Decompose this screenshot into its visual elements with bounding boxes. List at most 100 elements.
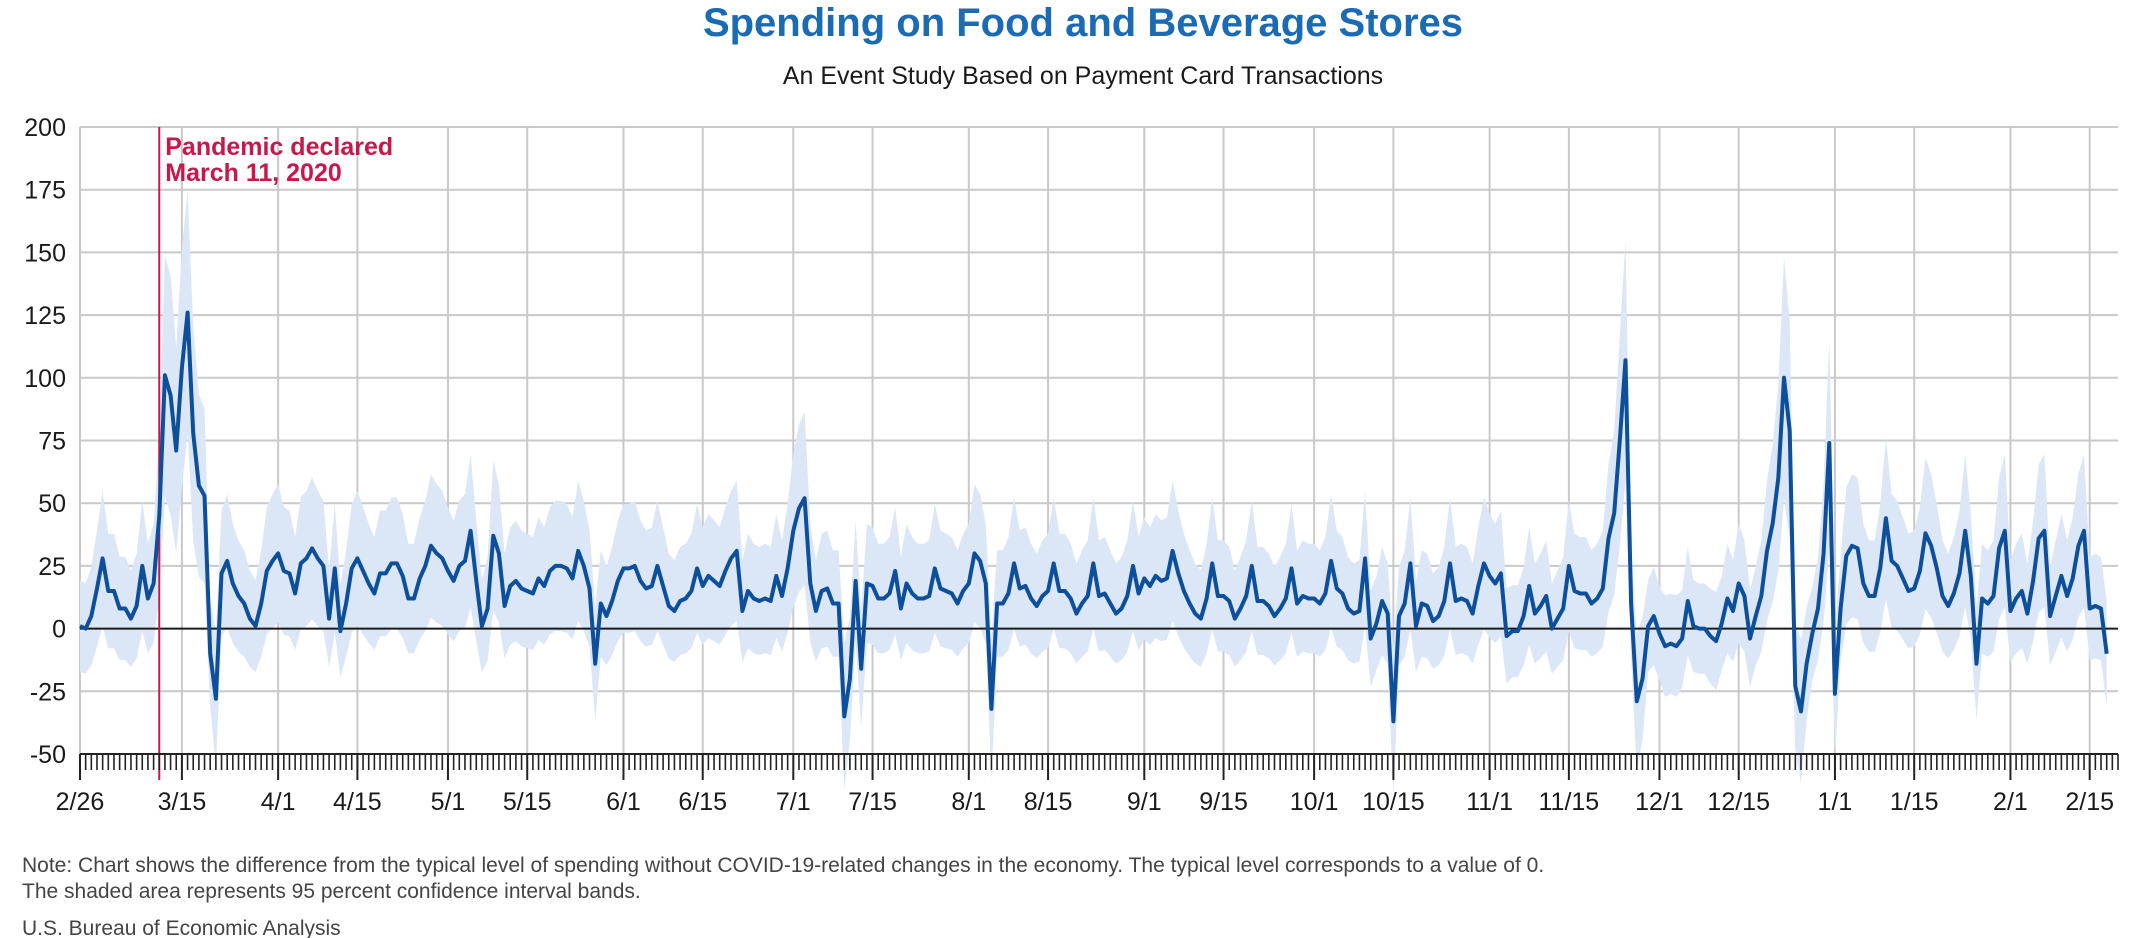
- data-point: [1850, 544, 1853, 547]
- data-point: [1811, 632, 1814, 635]
- data-point: [1935, 567, 1938, 570]
- data-point: [2100, 607, 2103, 610]
- data-point: [345, 602, 348, 605]
- data-point: [1330, 559, 1333, 562]
- data-point: [684, 597, 687, 600]
- data-point: [1635, 700, 1638, 703]
- data-point: [826, 587, 829, 590]
- x-tick-label: 7/15: [848, 788, 897, 816]
- data-point: [1205, 597, 1208, 600]
- data-point: [1239, 607, 1242, 610]
- data-point: [905, 582, 908, 585]
- data-point: [413, 597, 416, 600]
- data-point: [152, 582, 155, 585]
- y-tick-label: 75: [38, 428, 66, 456]
- data-point: [786, 567, 789, 570]
- data-point: [639, 579, 642, 582]
- data-point: [135, 605, 138, 608]
- data-point: [645, 587, 648, 590]
- data-point: [1233, 617, 1236, 620]
- chart-title: Spending on Food and Beverage Stores: [703, 1, 1463, 45]
- data-point: [871, 585, 874, 588]
- data-point: [1386, 612, 1389, 615]
- data-point: [113, 590, 116, 593]
- data-point: [503, 605, 506, 608]
- data-point: [1681, 637, 1684, 640]
- data-point: [1839, 607, 1842, 610]
- data-point: [1307, 597, 1310, 600]
- data-point: [1256, 600, 1259, 603]
- data-point: [554, 564, 557, 567]
- data-point: [1069, 597, 1072, 600]
- data-point: [877, 597, 880, 600]
- data-point: [1216, 595, 1219, 598]
- x-tick-label: 8/15: [1024, 788, 1073, 816]
- data-point: [271, 559, 274, 562]
- data-point: [2026, 612, 2029, 615]
- data-point: [1165, 577, 1168, 580]
- data-point: [186, 311, 189, 314]
- x-tick-label: 11/15: [1539, 788, 1600, 816]
- data-point: [277, 552, 280, 555]
- data-point: [1149, 585, 1152, 588]
- y-tick-label: 150: [24, 239, 66, 267]
- data-point: [1222, 595, 1225, 598]
- data-point: [1075, 612, 1078, 615]
- data-point: [1437, 615, 1440, 618]
- data-point: [441, 557, 444, 560]
- x-tick-label: 10/1: [1290, 788, 1339, 816]
- data-point: [1211, 562, 1214, 565]
- data-point: [1907, 590, 1910, 593]
- y-tick-label: 0: [52, 616, 66, 644]
- x-tick-label: 5/15: [503, 788, 552, 816]
- data-point: [1058, 590, 1061, 593]
- data-point: [1613, 512, 1616, 515]
- data-point: [1805, 662, 1808, 665]
- data-point: [1567, 564, 1570, 567]
- note-line-1: Note: Chart shows the difference from th…: [22, 854, 1544, 877]
- data-point: [1545, 595, 1548, 598]
- data-point: [1494, 582, 1497, 585]
- data-point: [537, 577, 540, 580]
- data-point: [452, 579, 455, 582]
- y-tick-label: 125: [24, 302, 66, 330]
- data-point: [582, 564, 585, 567]
- data-point: [735, 549, 738, 552]
- data-point: [379, 572, 382, 575]
- data-point: [1120, 607, 1123, 610]
- data-point: [328, 617, 331, 620]
- data-point: [1381, 600, 1384, 603]
- data-point: [1047, 590, 1050, 593]
- data-point: [1884, 517, 1887, 520]
- data-point: [1477, 585, 1480, 588]
- data-point: [1618, 439, 1621, 442]
- x-tick-label: 11/1: [1466, 788, 1513, 816]
- data-point: [1749, 637, 1752, 640]
- data-point: [101, 557, 104, 560]
- data-point: [1579, 592, 1582, 595]
- data-point: [1279, 607, 1282, 610]
- data-point: [2054, 595, 2057, 598]
- data-point: [299, 562, 302, 565]
- data-point: [1901, 577, 1904, 580]
- data-point: [1562, 607, 1565, 610]
- data-point: [1267, 605, 1270, 608]
- annotation-line-2: March 11, 2020: [165, 159, 342, 187]
- data-point: [497, 552, 500, 555]
- data-point: [96, 587, 99, 590]
- data-point: [747, 590, 750, 593]
- data-point: [928, 595, 931, 598]
- data-point: [616, 579, 619, 582]
- data-point: [1732, 610, 1735, 613]
- data-point: [1454, 600, 1457, 603]
- data-point: [384, 572, 387, 575]
- data-point: [1511, 630, 1514, 633]
- data-point: [1930, 544, 1933, 547]
- data-point: [1324, 592, 1327, 595]
- data-point: [950, 592, 953, 595]
- data-point: [1539, 605, 1542, 608]
- data-point: [1862, 582, 1865, 585]
- data-point: [1041, 595, 1044, 598]
- data-point: [1250, 564, 1253, 567]
